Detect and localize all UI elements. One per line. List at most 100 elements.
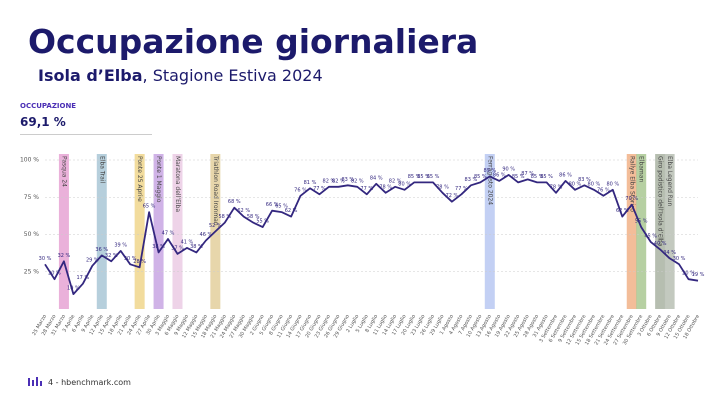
event-band — [172, 154, 183, 309]
subtitle-bold: Isola d’Elba — [38, 66, 143, 85]
event-band — [58, 154, 69, 309]
data-label: 87 % — [521, 171, 534, 177]
data-label: 29 % — [86, 257, 99, 263]
event-band — [484, 154, 495, 309]
data-label: 81 % — [304, 180, 317, 186]
data-label: 30 % — [124, 256, 137, 262]
data-label: 17 % — [77, 275, 90, 281]
data-label: 40 % — [654, 241, 667, 247]
data-label: 80 % — [569, 181, 582, 187]
data-label: 78 % — [436, 184, 449, 190]
data-label: 83 % — [341, 177, 354, 183]
data-label: 77 % — [360, 186, 373, 192]
data-label: 65 % — [275, 204, 288, 210]
event-band — [134, 154, 145, 309]
event-band — [153, 154, 164, 309]
data-label: 58 % — [218, 214, 231, 220]
data-label: 55 % — [256, 219, 269, 225]
data-label: 58 % — [247, 214, 260, 220]
event-label: Triathlon Road Ironman — [212, 155, 219, 226]
logo — [28, 377, 42, 386]
data-label: 80 % — [398, 181, 411, 187]
data-label: 86 % — [559, 172, 572, 178]
data-label: 83 % — [578, 177, 591, 183]
data-label: 76 % — [294, 187, 307, 193]
y-tick-label: 100 % — [20, 157, 39, 164]
data-label: 90 % — [502, 166, 515, 172]
data-label: 10 % — [67, 286, 80, 292]
data-label: 20 % — [48, 271, 61, 277]
data-label: 72 % — [446, 193, 459, 199]
subtitle-rest: , Stagione Estiva 2024 — [142, 66, 323, 85]
event-label: Elbaman — [638, 156, 645, 182]
data-label: 34 % — [663, 250, 676, 256]
data-label: 76 % — [597, 187, 610, 193]
event-band — [655, 154, 666, 309]
data-label: 38 % — [190, 244, 203, 250]
data-label: 37 % — [171, 245, 184, 251]
event-band — [664, 154, 675, 309]
data-label: 80 % — [606, 181, 619, 187]
data-label: 85 % — [427, 174, 440, 180]
event-band — [636, 154, 647, 309]
data-label: 39 % — [114, 242, 127, 248]
data-label: 32 % — [105, 253, 118, 259]
data-label: 82 % — [323, 178, 336, 184]
data-label: 89 % — [483, 168, 496, 174]
data-label: 85 % — [474, 174, 487, 180]
event-label: Elba Trail — [98, 156, 105, 183]
chart: Pasqua 24 Elba Trail Ponte 25 Aprile Ponte … — [20, 154, 705, 346]
kpi-value: 69,1 % — [20, 115, 66, 129]
data-label: 78 % — [550, 184, 563, 190]
footer: 4 - hbenchmark.com — [28, 377, 131, 387]
kpi-label: OCCUPAZIONE — [20, 102, 77, 110]
data-label: 85 % — [512, 174, 525, 180]
event-band — [96, 154, 107, 309]
event-label: Rallye Elba Storico — [628, 156, 635, 212]
data-label: 32 % — [58, 253, 71, 259]
data-label: 55 % — [635, 219, 648, 225]
y-tick-label: 25 % — [24, 268, 40, 275]
data-label: 52 % — [209, 223, 222, 229]
y-tick-label: 75 % — [24, 194, 40, 201]
data-label: 85 % — [408, 174, 421, 180]
event-label: Elba Legend Run — [666, 156, 673, 207]
event-label: Giro podistico dell’Isola d’Elba — [657, 156, 664, 247]
data-label: 28 % — [133, 259, 146, 265]
data-label: 85 % — [531, 174, 544, 180]
data-label: 80 % — [588, 181, 601, 187]
data-label: 78 % — [379, 184, 392, 190]
data-label: 70 % — [625, 196, 638, 202]
kpi: OCCUPAZIONE 69,1 % — [20, 102, 152, 135]
data-label: 45 % — [644, 233, 657, 239]
data-label: 47 % — [162, 230, 175, 236]
data-label: 62 % — [237, 208, 250, 214]
event-label: Ferragosto 2024 — [486, 156, 493, 205]
event-label: Pasqua 24 — [60, 156, 67, 187]
line — [44, 174, 699, 295]
data-label: 77 % — [455, 186, 468, 192]
data-label: 30 % — [39, 256, 52, 262]
data-label: 82 % — [351, 178, 364, 184]
data-label: 82 % — [389, 178, 402, 184]
event-label: Maratona dell’Elba — [174, 156, 181, 212]
data-label: 19 % — [692, 272, 705, 278]
y-tick-label: 50 % — [24, 231, 40, 238]
data-label: 82 % — [332, 178, 345, 184]
data-label: 86 % — [493, 172, 506, 178]
event-label: Ponte 25 Aprile — [136, 156, 143, 202]
data-label: 36 % — [95, 247, 108, 253]
data-label: 85 % — [540, 174, 553, 180]
data-label: 77 % — [313, 186, 326, 192]
data-label: 46 % — [200, 232, 213, 238]
data-label: 68 % — [228, 199, 241, 205]
data-label: 85 % — [417, 174, 430, 180]
footer-text: 4 - hbenchmark.com — [48, 377, 131, 387]
data-label: 20 % — [682, 271, 695, 277]
data-label: 41 % — [181, 239, 194, 245]
event-label: Ponte 1 Maggio — [155, 156, 162, 203]
event-band — [626, 154, 637, 309]
title: Occupazione giornaliera — [28, 22, 479, 61]
data-label: 62 % — [285, 208, 298, 214]
